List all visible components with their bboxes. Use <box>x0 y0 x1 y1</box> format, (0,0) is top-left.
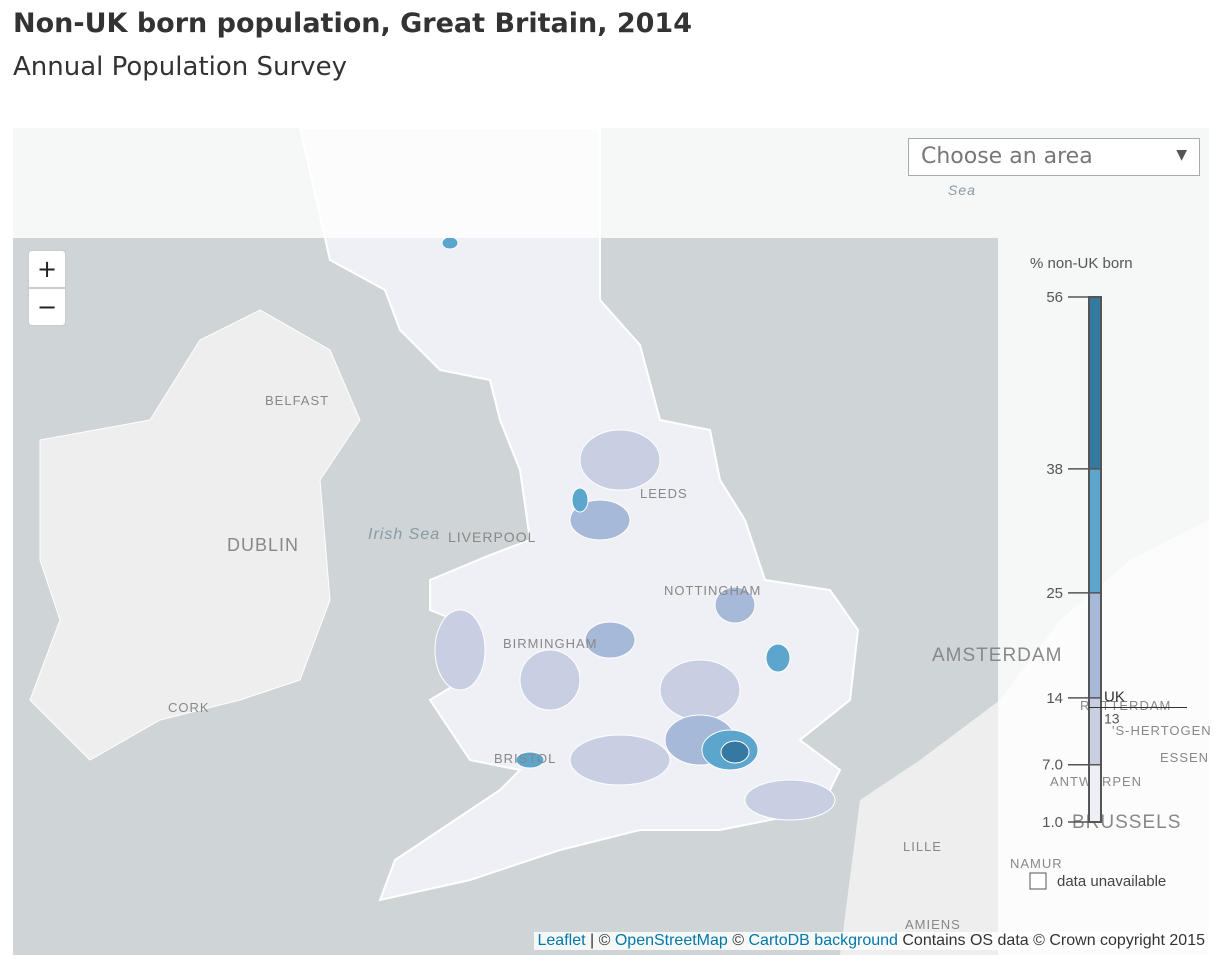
unavailable-swatch <box>1029 872 1047 890</box>
legend-bin <box>1088 592 1102 699</box>
subtitle: Annual Population Survey <box>13 52 347 82</box>
osm-link[interactable]: OpenStreetMap <box>614 932 728 949</box>
carto-link[interactable]: CartoDB background <box>748 932 898 949</box>
attribution: Leaflet | © OpenStreetMap © CartoDB back… <box>533 932 1209 950</box>
place-label: AMIENS <box>905 917 961 932</box>
title: Non-UK born population, Great Britain, 2… <box>13 8 692 39</box>
dropdown-placeholder: Choose an area <box>921 144 1093 169</box>
unavailable-label: data unavailable <box>1057 873 1166 890</box>
place-label: LIVERPOOL <box>448 529 536 545</box>
place-label: BRISTOL <box>494 751 556 766</box>
place-label: Sea <box>948 182 976 198</box>
place-label: Irish Sea <box>368 526 440 543</box>
place-label: LEEDS <box>640 486 688 501</box>
place-label: ROTTERDAM <box>1080 698 1171 713</box>
basemap <box>13 128 1209 955</box>
legend-tick-label: 7.0 <box>1042 757 1063 774</box>
ireland <box>29 309 361 761</box>
zoom-out[interactable]: − <box>28 288 66 326</box>
map-labels: BELFAST DUBLIN CORK Irish Sea LIVERPOOL LEEDS… <box>168 182 1212 932</box>
uk-value: 13 <box>1104 710 1120 726</box>
legend-bin <box>1088 296 1102 470</box>
place-label: 'S-HERTOGEN <box>1112 723 1212 738</box>
place-label: BIRMINGHAM <box>503 636 598 651</box>
legend-tick-label: 1.0 <box>1042 814 1063 831</box>
legend-bin <box>1088 764 1102 823</box>
place-label: NOTTINGHAM <box>664 583 761 598</box>
legend-title: % non-UK born <box>1030 255 1133 272</box>
place-label: AMSTERDAM <box>932 645 1062 666</box>
area-dropdown[interactable]: Choose an area ▼ <box>908 138 1200 176</box>
legend: % non-UK born 56 38 25 14 7.0 1.0 UK 13 data unav… <box>1029 255 1187 890</box>
copyright: Contains OS data © Crown copyright 2015 <box>902 932 1205 949</box>
separator: | © <box>590 932 611 949</box>
choropleth-areas <box>434 236 836 821</box>
legend-tick-label: 25 <box>1046 585 1063 602</box>
uk-label: UK <box>1104 688 1125 705</box>
place-label: DUBLIN <box>227 535 299 555</box>
legend-bin <box>1088 468 1102 594</box>
legend-tick-label: 56 <box>1046 289 1063 306</box>
leaflet-link[interactable]: Leaflet <box>537 932 586 949</box>
place-label: ESSEN <box>1160 750 1209 765</box>
place-label: LILLE <box>903 839 942 854</box>
place-label: NAMUR <box>1010 856 1063 871</box>
legend-tick-label: 38 <box>1046 461 1063 478</box>
legend-tick-label: 14 <box>1046 690 1063 707</box>
place-label: BELFAST <box>265 393 329 408</box>
legend-panel <box>998 238 1209 955</box>
dropdown-arrow: ▼ <box>1176 147 1187 163</box>
separator: © <box>732 932 745 949</box>
zoom-in[interactable]: + <box>28 250 66 288</box>
place-label: CORK <box>168 700 210 715</box>
